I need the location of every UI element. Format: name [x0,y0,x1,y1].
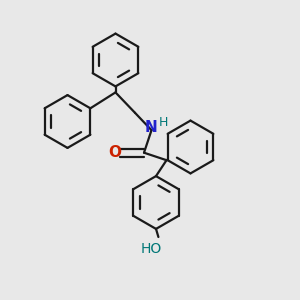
Text: HO: HO [141,242,162,256]
Text: N: N [145,120,158,135]
Text: H: H [159,116,168,129]
Text: O: O [108,145,121,160]
